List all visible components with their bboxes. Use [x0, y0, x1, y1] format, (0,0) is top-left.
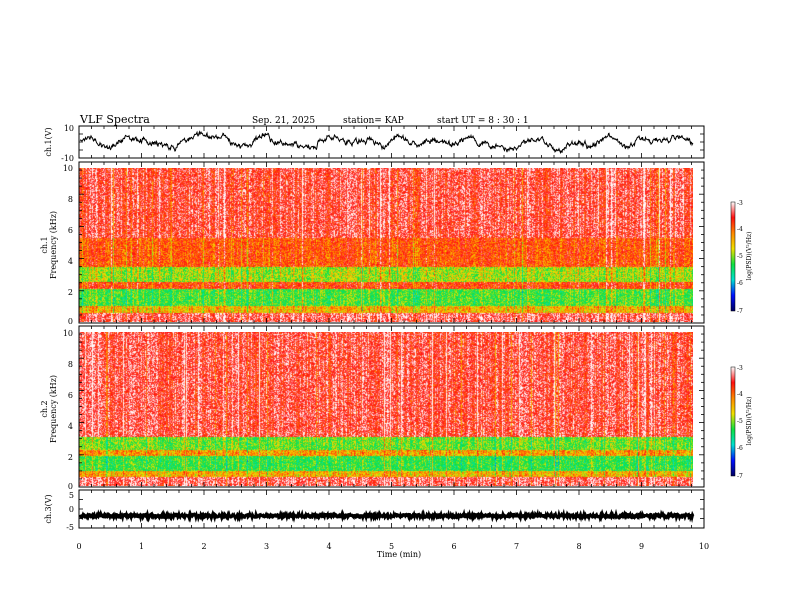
- ch2-ytick-6: 6: [68, 391, 73, 400]
- x-tick-label-0: 0: [76, 542, 81, 551]
- ch1-spectrogram-ylabel-frequency: Frequency (kHz): [49, 211, 58, 279]
- ch2-ytick-0: 0: [68, 482, 73, 491]
- ch2-colorbar-tick-m4: -4: [737, 391, 743, 398]
- ch2-ytick-4: 4: [68, 422, 73, 431]
- x-tick-label-1: 1: [139, 542, 144, 551]
- ch3-ytick-0: 0: [69, 505, 74, 514]
- x-axis: 0 1 2 3 4 5 6 7 8 9 10 Time (min): [76, 542, 709, 559]
- ch1-ytick-8: 8: [68, 195, 73, 204]
- ch1-spectrogram-panel: 0 2 4 6 8 10 ch.1 Frequency (kHz): [40, 161, 705, 326]
- x-tick-label-8: 8: [576, 542, 581, 551]
- ch2-spectrogram-image: [79, 332, 693, 486]
- x-tick-label-6: 6: [451, 542, 456, 551]
- ch1-colorbar-frame: [730, 201, 736, 312]
- ch2-colorbar-tick-m7: -7: [737, 473, 743, 480]
- figure-title: VLF Spectra: [79, 113, 150, 126]
- ch1-waveform-ytick-bottom: -10: [61, 154, 74, 163]
- ch1-colorbar-tick-m4: -4: [737, 226, 743, 233]
- ch3-ytick-minus5: -5: [66, 523, 74, 532]
- start-time-label: start UT = 8 : 30 : 1: [437, 116, 529, 126]
- ch1-ytick-6: 6: [68, 226, 73, 235]
- ch1-colorbar-tick-m5: -5: [737, 253, 743, 260]
- ch1-colorbar: -3 -4 -5 -6 -7 log(PSD)(V²/Hz): [730, 200, 753, 315]
- ch1-waveform-ylabel: ch.1(V): [44, 127, 53, 156]
- x-tick-label-7: 7: [514, 542, 519, 551]
- ch1-colorbar-tick-m3: -3: [737, 200, 743, 207]
- x-axis-label: Time (min): [377, 550, 421, 559]
- ch1-ytick-4: 4: [68, 257, 73, 266]
- ch2-spectrogram-panel: 0 2 4 6 8 10 ch.2 Frequency (kHz): [40, 325, 705, 491]
- ch1-ytick-2: 2: [68, 288, 73, 297]
- ch2-spectrogram-ylabel-channel: ch.2: [40, 400, 49, 417]
- ch1-waveform-panel: 10 -10 ch.1(V): [44, 124, 705, 163]
- ch1-colorbar-label: log(PSD)(V²/Hz): [746, 232, 753, 281]
- tick-marks: [78, 125, 705, 529]
- ch1-waveform-ytick-top: 10: [64, 124, 74, 133]
- ch1-waveform-trace: [79, 130, 694, 155]
- ch1-spectrogram-image: [79, 168, 693, 322]
- ch1-colorbar-tick-m6: -6: [737, 280, 743, 287]
- ch2-ytick-8: 8: [68, 360, 73, 369]
- ch3-waveform-ylabel: ch.3(V): [44, 494, 53, 523]
- ch2-spectrogram-ylabel-frequency: Frequency (kHz): [49, 375, 58, 443]
- ch1-ytick-10: 10: [63, 164, 73, 173]
- ch1-spectrogram-ylabel-channel: ch.1: [40, 236, 49, 253]
- ch2-ytick-10: 10: [63, 329, 73, 338]
- ch2-colorbar-label: log(PSD)(V²/Hz): [746, 397, 753, 446]
- x-tick-label-5: 5: [389, 542, 394, 551]
- ch1-colorbar-tick-m7: -7: [737, 308, 743, 315]
- ch2-colorbar-tick-m5: -5: [737, 418, 743, 425]
- ch3-waveform-panel: 5 0 -5 ch.3(V): [44, 489, 705, 532]
- ch1-ytick-0: 0: [68, 317, 73, 326]
- ch3-waveform-trace: [78, 508, 695, 524]
- ch3-waveform-frame: [78, 489, 705, 529]
- ch2-colorbar: -3 -4 -5 -6 -7 log(PSD)(V²/Hz): [730, 365, 753, 480]
- ch1-colorbar-gradient: [731, 202, 735, 311]
- ch2-colorbar-frame: [730, 366, 736, 477]
- x-tick-label-2: 2: [201, 542, 206, 551]
- ch2-ytick-2: 2: [68, 453, 73, 462]
- ch2-colorbar-tick-m6: -6: [737, 445, 743, 452]
- x-tick-label-3: 3: [264, 542, 269, 551]
- station-label: station= KAP: [343, 116, 404, 126]
- x-tick-label-4: 4: [326, 542, 331, 551]
- date-label: Sep. 21, 2025: [252, 116, 315, 126]
- ch2-colorbar-tick-m3: -3: [737, 365, 743, 372]
- ch2-colorbar-gradient: [731, 367, 735, 476]
- x-tick-label-9: 9: [639, 542, 644, 551]
- x-tick-label-10: 10: [699, 542, 709, 551]
- ch3-ytick-5: 5: [69, 491, 74, 500]
